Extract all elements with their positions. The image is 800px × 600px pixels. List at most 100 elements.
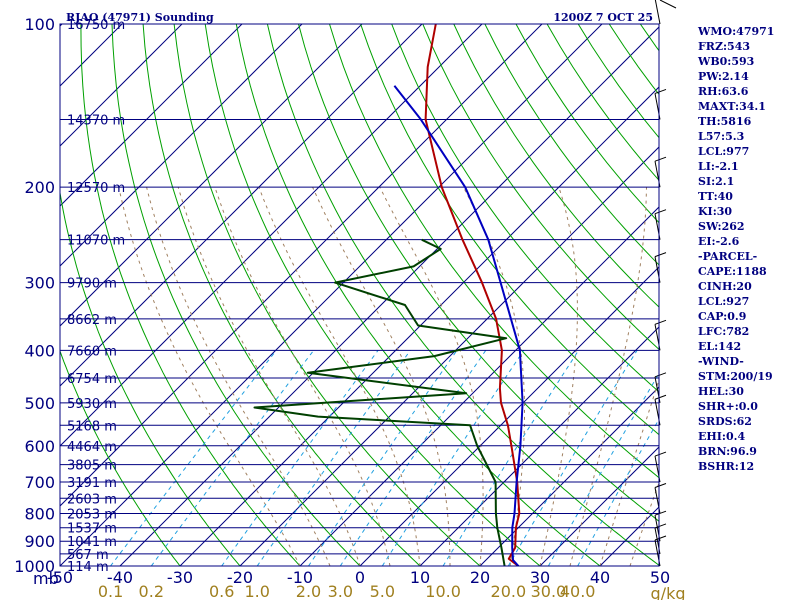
moist-adiabat-line: [258, 187, 421, 566]
mixing-ratio-tick-label: 30.0: [531, 582, 567, 600]
sounding-index: LFC:782: [698, 325, 749, 338]
mixing-ratio-unit-label: g/kg: [651, 584, 686, 600]
moist-adiabat-line: [539, 187, 578, 566]
sounding-index: LCL:927: [698, 295, 749, 308]
sounding-index: BSHR:12: [698, 460, 754, 473]
height-label: 5930 m: [67, 397, 117, 412]
sounding-index: LI:-2.1: [698, 160, 739, 173]
wind-barb-flag: [654, 535, 667, 541]
wind-barb-flag: [654, 209, 667, 215]
isotherm-line: [0, 24, 2, 566]
isotherm-line: [60, 24, 603, 566]
dry-adiabat-line: [453, 24, 659, 308]
height-label: 114 m: [67, 560, 109, 575]
sounding-indices-panel: WMO:47971 FRZ:543 WB0:593 PW:2.14 RH:63.6 MAX…: [697, 25, 774, 473]
dry-adiabat-line: [111, 24, 361, 566]
height-label: 9790 m: [67, 277, 117, 292]
wind-barb-flag: [654, 523, 667, 529]
sounding-index: TT:40: [698, 190, 733, 203]
sounding-index: RH:63.6: [698, 85, 749, 98]
temperature-tick-label: -50: [47, 568, 73, 587]
sounding-index: BRN:96.9: [698, 445, 757, 458]
sounding-index: L57:5.3: [698, 130, 744, 143]
sounding-index: STM:200/19: [698, 370, 773, 383]
sounding-index: KI:30: [698, 205, 732, 218]
pressure-tick-label: 200: [24, 178, 55, 197]
sounding-index: -WIND-: [698, 355, 744, 368]
sounding-index: MAXT:34.1: [698, 100, 766, 113]
temperature-tick-label: 0: [355, 568, 365, 587]
mixing-ratio-tick-label: 5.0: [370, 582, 395, 600]
parcel-profile-line: [393, 85, 524, 566]
isotherm-line: [239, 146, 659, 566]
wind-barb-flag: [654, 394, 667, 400]
height-label: 3805 m: [67, 459, 117, 474]
isotherm-line: [60, 24, 183, 147]
mixing-ratio-tick-label: 1.0: [244, 582, 269, 600]
sounding-index: SI:2.1: [698, 175, 734, 188]
wind-barb-flag: [654, 451, 667, 457]
temperature-profile-line: [424, 24, 521, 566]
dry-adiabat-line: [204, 24, 541, 566]
pressure-tick-label: 500: [24, 394, 55, 413]
mixing-ratio-tick-label: 10.0: [425, 582, 461, 600]
wind-barb: [654, 0, 661, 25]
dry-adiabat-line: [235, 24, 601, 566]
sounding-index: SRDS:62: [698, 415, 752, 428]
moist-adiabat-line: [629, 481, 659, 566]
pressure-tick-label: 700: [24, 473, 55, 492]
isotherm-line: [539, 446, 659, 566]
wind-barb-staff: [654, 0, 661, 25]
chart-valid-time: 1200Z 7 OCT 25: [553, 11, 653, 24]
isotherm-line: [60, 24, 483, 447]
temperature-tick-label: 40: [590, 568, 610, 587]
dry-adiabat-line: [484, 24, 659, 266]
sounding-index: WMO:47971: [697, 25, 774, 38]
isotherm-line: [179, 86, 659, 566]
sounding-index: CINH:20: [698, 280, 752, 293]
sounding-index: TH:5816: [698, 115, 752, 128]
wind-barb-staff: [659, 0, 677, 9]
dry-adiabat-line: [360, 24, 659, 436]
wind-barb-flag: [654, 510, 667, 516]
dewpoint-profile-line: [253, 238, 508, 566]
pressure-tick-label: 800: [24, 504, 55, 523]
mixing-ratio-tick-label: 0.2: [139, 582, 164, 600]
mixing-ratio-tick-label: 0.6: [209, 582, 234, 600]
temperature-tick-label: -10: [287, 568, 313, 587]
pressure-tick-label: 600: [24, 437, 55, 456]
temperature-tick-label: -20: [227, 568, 253, 587]
dry-adiabat-line: [173, 24, 481, 566]
pressure-unit-label: mb: [33, 569, 59, 588]
isotherm-line: [119, 26, 659, 566]
moist-adiabat-line: [569, 187, 647, 566]
height-label: 2053 m: [67, 507, 117, 522]
wind-barb-flag: [654, 88, 667, 94]
wind-barb-flag: [654, 252, 667, 258]
wind-barb-flag: [654, 483, 667, 488]
plot-background: [60, 24, 659, 566]
isotherm-line: [419, 326, 659, 566]
height-label: 8662 m: [67, 313, 117, 328]
sounding-index: CAPE:1188: [698, 265, 767, 278]
pressure-tick-label: 300: [24, 274, 55, 293]
pressure-tick-label: 900: [24, 532, 55, 551]
isotherm-line: [60, 24, 543, 507]
height-label: 1041 m: [67, 535, 117, 550]
isotherm-line: [359, 266, 659, 566]
height-label: 11070 m: [67, 234, 125, 249]
temperature-tick-label: 50: [650, 568, 670, 587]
dry-adiabat-line: [391, 24, 659, 393]
height-label: 16750 m: [67, 18, 125, 33]
height-label: 1537 m: [67, 522, 117, 537]
temperature-tick-label: 20: [470, 568, 490, 587]
profile-layer: [253, 24, 524, 566]
dry-adiabat-line: [142, 24, 421, 566]
temperature-tick-label: 30: [530, 568, 550, 587]
isotherm-line: [299, 206, 659, 566]
isotherm-line: [60, 24, 303, 267]
moist-adiabat-line: [118, 187, 301, 566]
temperature-tick-label: -30: [167, 568, 193, 587]
sounding-index: FRZ:543: [698, 40, 750, 53]
